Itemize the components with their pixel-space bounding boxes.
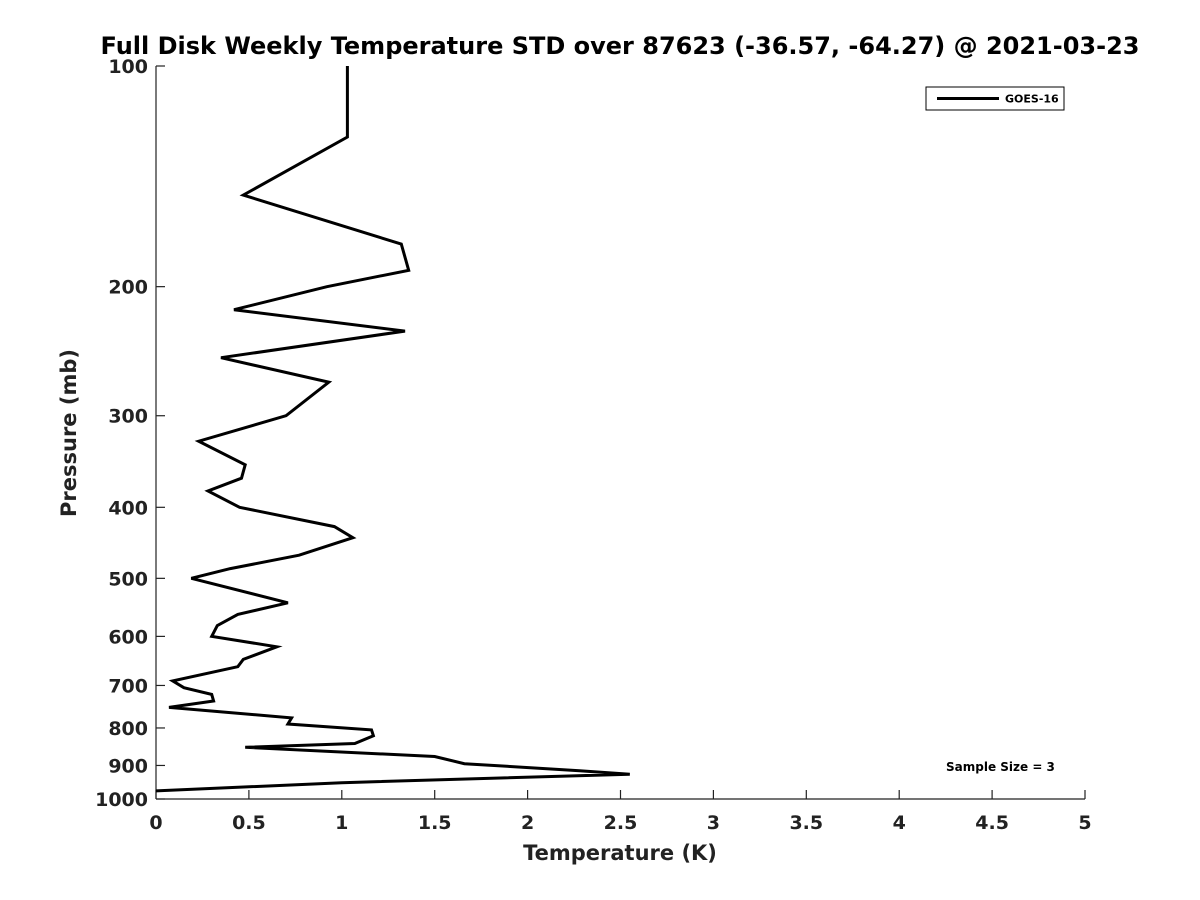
y-tick-label: 200: [108, 277, 148, 299]
y-tick-label: 800: [108, 718, 148, 740]
x-tick-label: 3: [707, 812, 720, 834]
x-axis-ticks: 0 0.5 1 1.5 2 2.5 3 3.5 4 4.5 5: [149, 790, 1092, 834]
y-tick-label: 900: [108, 755, 148, 777]
x-tick-label: 1: [335, 812, 348, 834]
y-tick-label: 600: [108, 626, 148, 648]
x-tick-label: 1.5: [418, 812, 452, 834]
x-tick-label: 4: [893, 812, 906, 834]
y-tick-label: 400: [108, 497, 148, 519]
y-tick-label: 100: [108, 56, 148, 78]
x-tick-label: 0.5: [232, 812, 266, 834]
chart-title: Full Disk Weekly Temperature STD over 87…: [101, 32, 1140, 60]
x-tick-label: 4.5: [975, 812, 1009, 834]
axes: [155, 66, 1085, 800]
x-tick-label: 5: [1078, 812, 1091, 834]
y-tick-label: 700: [108, 675, 148, 697]
y-axis-ticks: 100 200 300 400 500 600 700 800 900 1000: [95, 56, 165, 811]
series-line-goes-16: [155, 66, 630, 793]
x-tick-label: 2: [521, 812, 534, 834]
y-axis-label: Pressure (mb): [57, 349, 81, 517]
x-tick-label: 3.5: [789, 812, 823, 834]
y-tick-label: 300: [108, 406, 148, 428]
legend-label-goes-16: GOES-16: [1005, 93, 1059, 106]
x-tick-label: 0: [149, 812, 162, 834]
data-series: [155, 66, 630, 793]
y-tick-label: 500: [108, 568, 148, 590]
y-tick-label: 1000: [95, 789, 148, 811]
x-tick-label: 2.5: [604, 812, 638, 834]
legend: GOES-16: [925, 86, 1065, 111]
sample-size-annotation: Sample Size = 3: [946, 760, 1055, 774]
x-axis-label: Temperature (K): [523, 841, 717, 865]
